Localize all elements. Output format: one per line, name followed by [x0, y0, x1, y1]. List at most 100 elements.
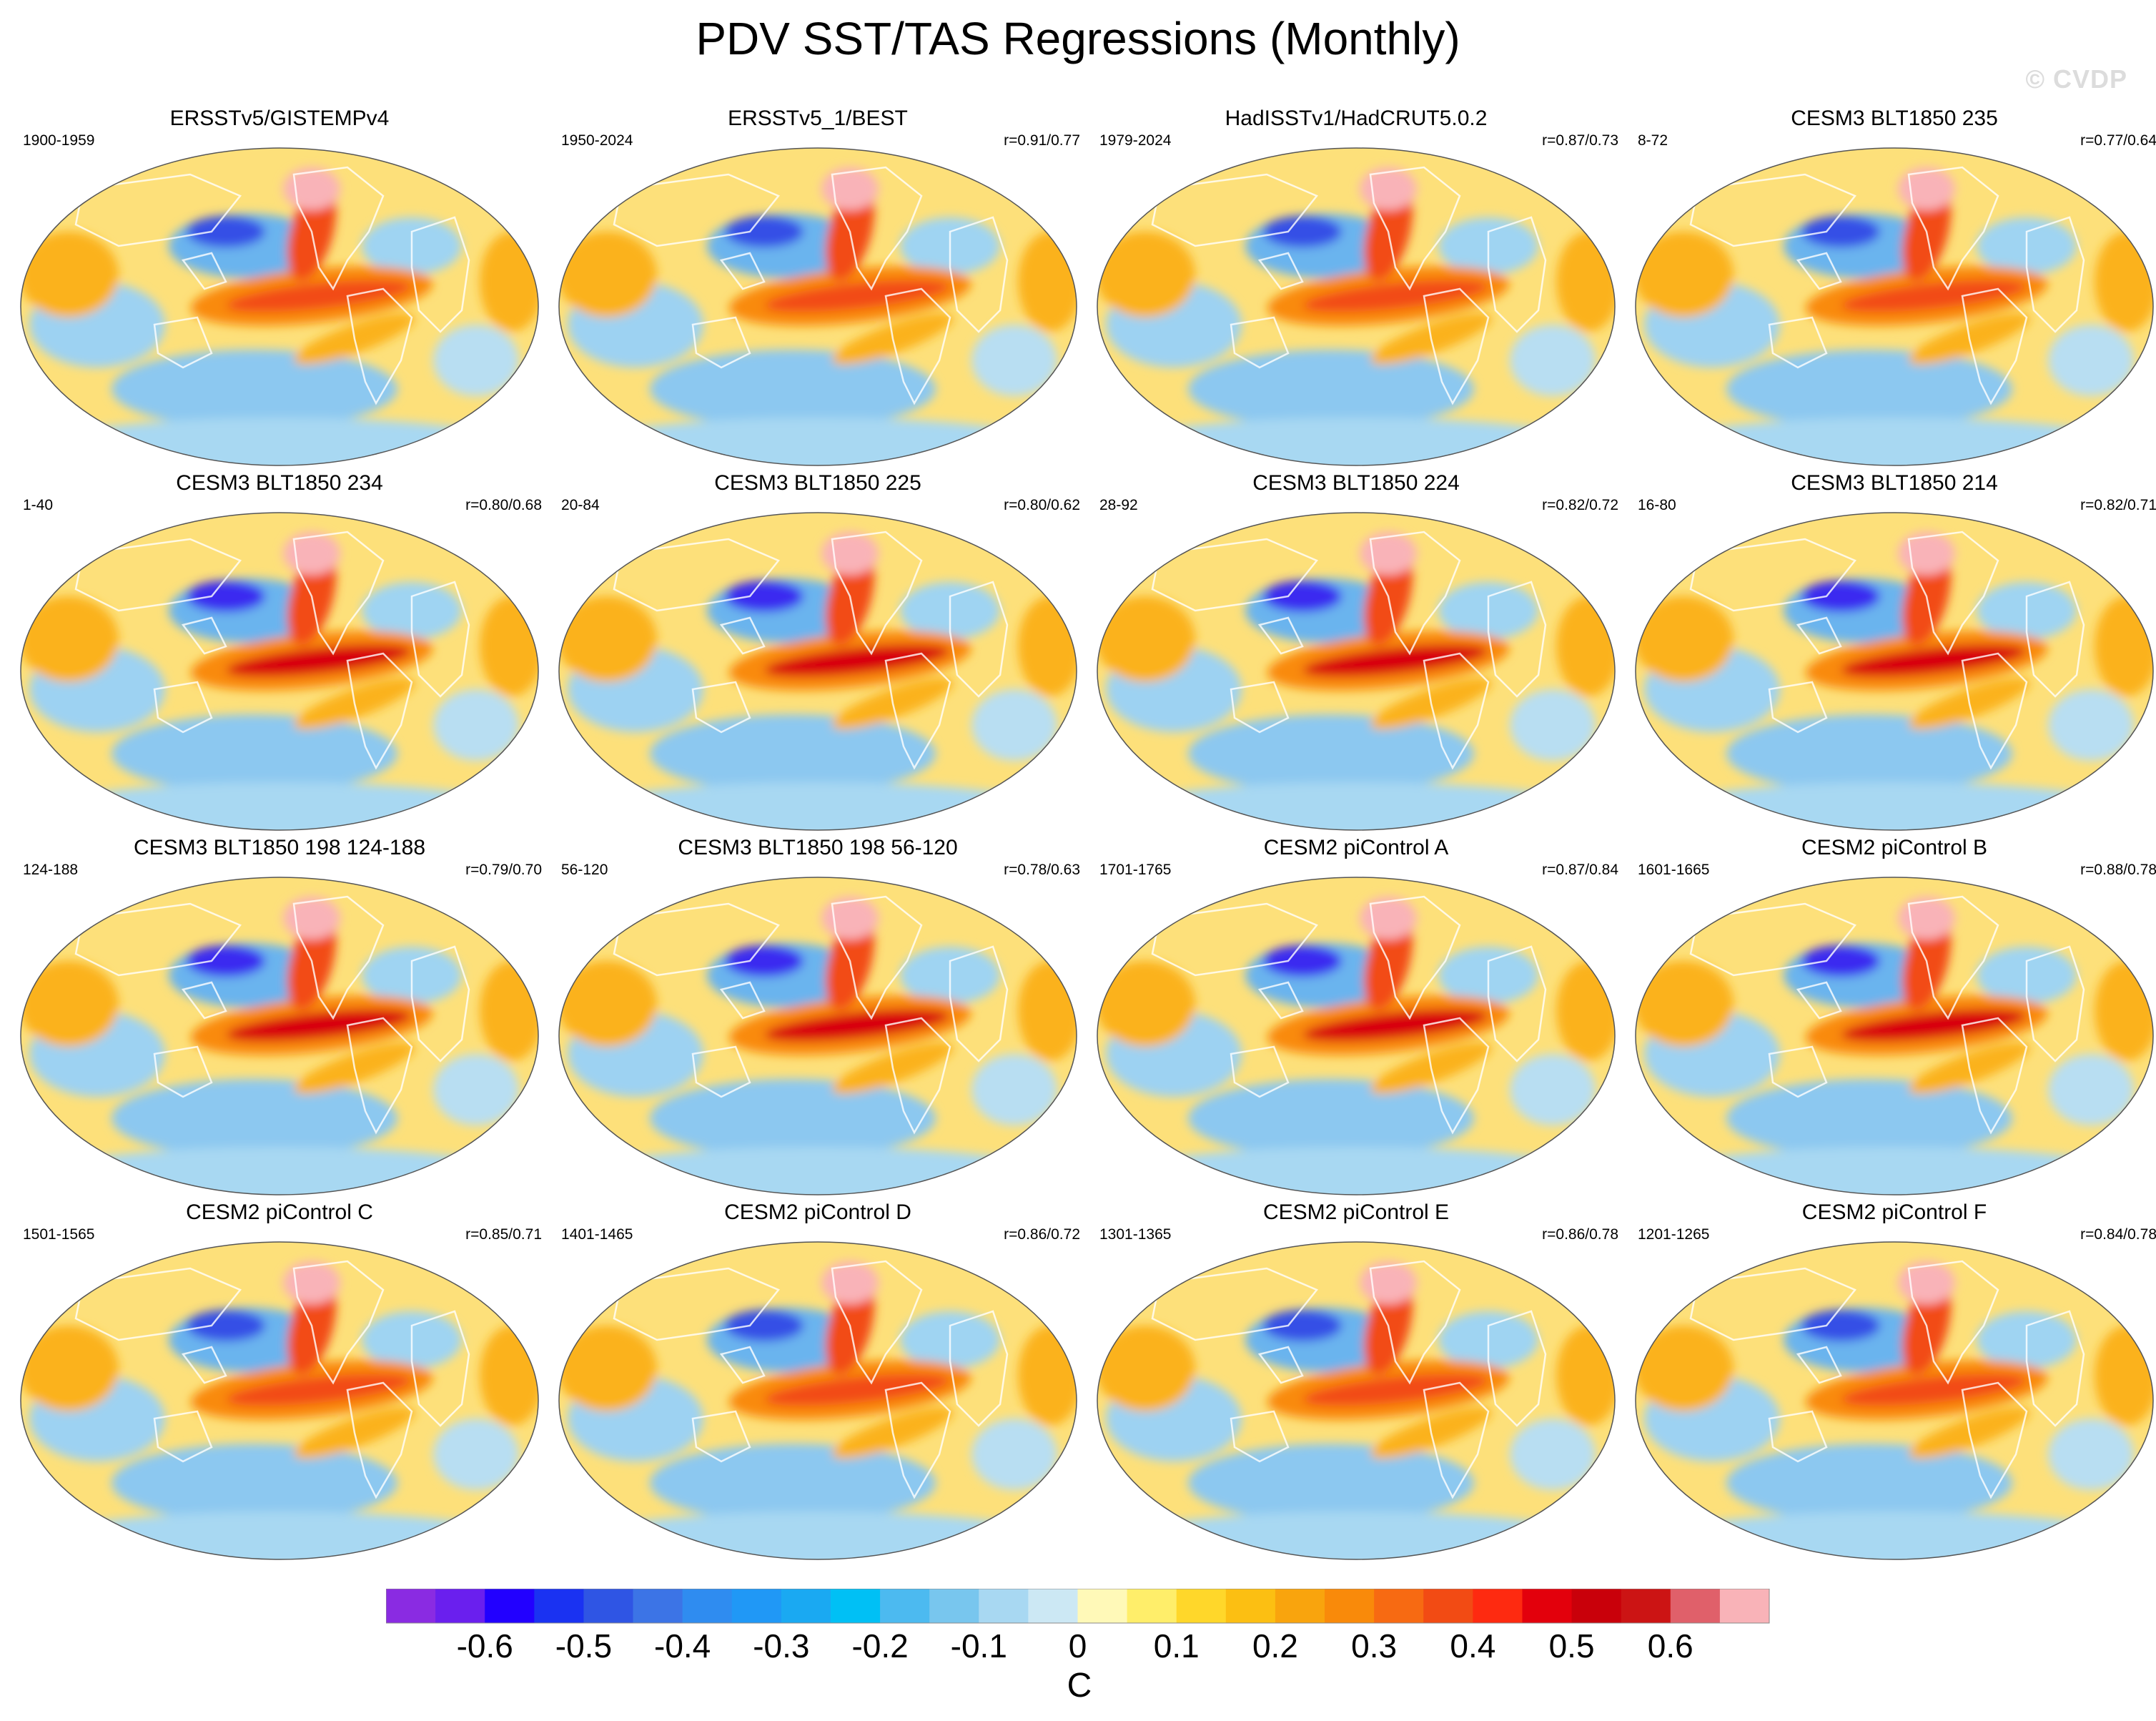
warm-anomaly-west [1097, 232, 1195, 317]
cool-anomaly-south-atlantic [433, 1054, 519, 1125]
watermark: © CVDP [2025, 64, 2127, 94]
continent-outline [1768, 316, 1828, 369]
warm-anomaly-west [559, 596, 657, 682]
panel-correlation: r=0.80/0.62 [1004, 497, 1080, 513]
continent-outline [1487, 581, 1547, 698]
cool-anomaly-south-pacific [112, 1079, 397, 1158]
panel-correlation: r=0.79/0.70 [465, 862, 542, 878]
cool-anomaly-south-atlantic [971, 325, 1057, 396]
continent-outline [2025, 581, 2085, 698]
regression-map [558, 512, 1077, 831]
continent-outline [346, 652, 413, 770]
panel-title: CESM3 BLT1850 214 [1791, 471, 1998, 495]
warm-anomaly-east [480, 232, 538, 332]
colorbar-swatch [1176, 1589, 1227, 1623]
continent-outline [949, 945, 1009, 1062]
map-panel: CESM3 BLT1850 235 8-72 r=0.77/0.64 [1626, 106, 2156, 467]
cool-anomaly-south-pacific [1726, 714, 2012, 793]
warm-core-tropical-pacific [1302, 280, 1488, 312]
panel-correlation: r=0.82/0.72 [1542, 497, 1618, 513]
colorbar-tick-label: 0.1 [1154, 1627, 1200, 1665]
map-panel: CESM2 piControl C 1501-1565 r=0.85/0.71 [11, 1200, 548, 1561]
continent-outline [153, 1045, 213, 1098]
continent-outline [1689, 1267, 1857, 1341]
continent-outline [884, 287, 951, 405]
map-border [1097, 147, 1616, 466]
cold-core-north-pacific [725, 581, 803, 612]
warm-anomaly-alaska [283, 532, 340, 575]
colorbar-swatch [1127, 1589, 1177, 1623]
regression-map [558, 877, 1077, 1195]
panel-title: CESM3 BLT1850 198 124-188 [133, 836, 426, 859]
panel-correlation: r=0.80/0.68 [465, 497, 542, 513]
warm-core-tropical-pacific [764, 1374, 950, 1406]
continent-outline [1369, 1260, 1461, 1385]
continent-outline [719, 616, 766, 655]
continent-outline [153, 1410, 213, 1463]
colorbar-swatch [534, 1589, 584, 1623]
warm-anomaly-east [1018, 232, 1077, 332]
cool-anomaly-south-atlantic [1510, 325, 1596, 396]
regression-map [1635, 1241, 2154, 1560]
cool-anomaly-south-pacific [650, 1079, 936, 1158]
cool-anomaly-south-pacific [650, 1444, 936, 1522]
warm-anomaly-west [1097, 961, 1195, 1047]
continent-outline [1487, 945, 1547, 1062]
colorbar-swatch [1670, 1589, 1721, 1623]
warm-anomaly-east [2095, 596, 2153, 696]
colorbar-tick-label: -0.4 [654, 1627, 711, 1665]
map-panel: CESM2 piControl B 1601-1665 r=0.88/0.78 [1626, 835, 2156, 1196]
colorbar-tick-label: 0.4 [1450, 1627, 1495, 1665]
colorbar-outline [386, 1589, 1770, 1624]
panel-period: 1701-1765 [1099, 862, 1172, 878]
colorbar-tick-label: 0.5 [1549, 1627, 1595, 1665]
panel-period: 1601-1665 [1638, 862, 1710, 878]
panel-title: CESM2 piControl F [1801, 1200, 1987, 1224]
continent-outline [1689, 538, 1857, 612]
cold-core-north-pacific [187, 1310, 265, 1341]
map-border [1097, 1241, 1616, 1560]
continent-outline [949, 216, 1009, 333]
colorbar: -0.6 -0.5 -0.4 -0.3 -0.2 -0.1 0 0.1 0.2 0.3 0.4 0.5… [386, 1589, 1770, 1665]
warm-anomaly-east [1556, 961, 1615, 1061]
continent-outline [719, 252, 766, 290]
warm-anomaly-alaska [1360, 897, 1417, 940]
warm-anomaly-east [1556, 596, 1615, 696]
cold-core-north-pacific [1263, 1310, 1342, 1341]
warm-core-tropical-pacific [1841, 280, 2027, 312]
map-border [1635, 147, 2154, 466]
regression-map [1635, 147, 2154, 466]
cool-anomaly-south-atlantic [1510, 689, 1596, 761]
continent-outline [1768, 1410, 1828, 1463]
continent-outline [74, 902, 242, 977]
warm-anomaly-alaska [1898, 1261, 1955, 1304]
map-border [20, 147, 539, 466]
continent-outline [831, 531, 923, 656]
warm-anomaly-alaska [1360, 167, 1417, 210]
colorbar-swatch [830, 1589, 881, 1623]
panel-title: CESM3 BLT1850 234 [176, 471, 383, 495]
continent-outline [1796, 252, 1842, 290]
colorbar-swatch [1275, 1589, 1325, 1623]
cool-anomaly-south-atlantic [1510, 1419, 1596, 1490]
warm-anomaly-east [1556, 232, 1615, 332]
regression-map [1097, 512, 1616, 831]
warm-core-tropical-pacific [1841, 1374, 2027, 1406]
regression-map [1097, 1241, 1616, 1560]
map-border [1635, 1241, 2154, 1560]
map-border [558, 147, 1077, 466]
cool-anomaly-south-atlantic [2048, 1419, 2134, 1490]
warm-anomaly-alaska [283, 167, 340, 210]
cool-anomaly-south-atlantic [2048, 1054, 2134, 1125]
map-panel: CESM3 BLT1850 198 124-188 124-188 r=0.79/0… [11, 835, 548, 1196]
continent-outline [1257, 616, 1304, 655]
map-panel: CESM3 BLT1850 214 16-80 r=0.82/0.71 [1626, 470, 2156, 832]
continent-outline [1961, 652, 2028, 770]
continent-outline [410, 945, 470, 1062]
colorbar-tick-label: -0.6 [457, 1627, 513, 1665]
cold-core-north-pacific [1801, 1310, 1880, 1341]
cold-core-north-pacific [1263, 216, 1342, 247]
continent-outline [719, 1346, 766, 1384]
regression-map [1097, 147, 1616, 466]
colorbar-swatch [1374, 1589, 1424, 1623]
